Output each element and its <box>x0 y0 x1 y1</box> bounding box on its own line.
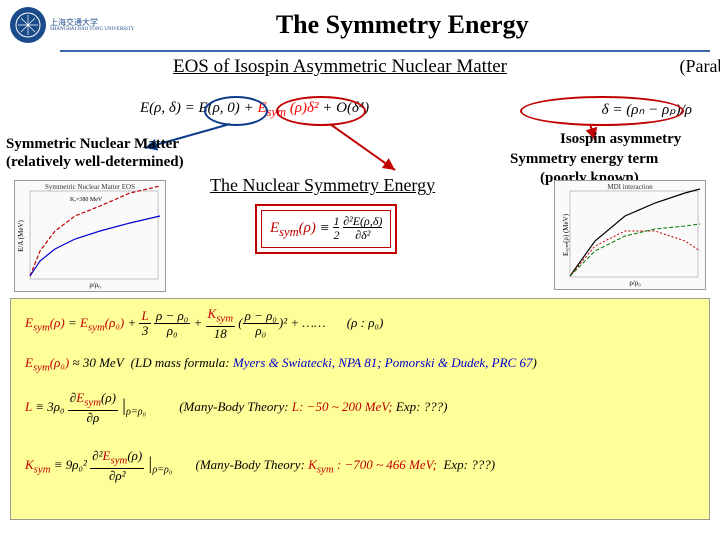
oval-symmetry-energy-term <box>276 96 366 126</box>
slide: 上海交通大学 SHANGHAI JIAO TONG UNIVERSITY The… <box>0 0 720 540</box>
page-title: The Symmetry Energy <box>134 10 720 40</box>
chart-right-svg: ρ/ρ₀ <box>555 181 705 289</box>
expansion-line-3: L ≡ 3ρ₀ ∂Esym(ρ)∂ρ |ρ=ρ₀ (Many-Body Theo… <box>25 391 448 425</box>
nuclear-symmetry-energy-title: The Nuclear Symmetry Energy <box>210 175 435 196</box>
sym-matter-l1: Symmetric Nuclear Matter <box>6 136 179 152</box>
chart-right-xlabel: ρ/ρ₀ <box>629 279 641 287</box>
header-underline <box>60 50 710 52</box>
chart-left-legend: Kₐ=380 MeV <box>70 197 103 203</box>
oval-symmetric-term <box>204 96 268 126</box>
chart-left-xlabel: ρ/ρ₀ <box>89 281 101 289</box>
esym-definition-box: Esym(ρ) ≡ 12 ∂²E(ρ,δ)∂δ² <box>255 204 397 254</box>
eq-lhs: E(ρ, δ) = <box>140 100 195 116</box>
eos-subtitle: EOS of Isospin Asymmetric Nuclear Matter… <box>40 56 640 78</box>
symmetric-eos-chart: Symmetric Nuclear Matter EOS E/A (MeV) ρ… <box>14 180 166 292</box>
iso-l1: Isospin asymmetry <box>560 131 681 147</box>
esym-rho-chart: MDI interaction Eₛᵧₘ(ρ) (MeV) ρ/ρ₀ <box>554 180 706 290</box>
sym-matter-l2: (relatively well-determined) <box>6 154 184 170</box>
expansion-line-2: Esym(ρ₀) ≈ 30 MeV (LD mass formula: Myer… <box>25 355 537 374</box>
expansion-line-4: Ksym ≡ 9ρ₀² ∂²Esym(ρ)∂ρ² |ρ=ρ₀ (Many-Bod… <box>25 449 495 483</box>
expansion-line-1: Esym(ρ) = Esym(ρ₀) + L3 ρ − ρ₀ρ₀ + Ksym1… <box>25 307 383 341</box>
logo-cn: 上海交通大学 <box>50 19 134 27</box>
eos-subtitle-text: EOS of Isospin Asymmetric Nuclear Matter <box>173 56 507 77</box>
chart-left-svg: ρ/ρ₀ Kₐ=380 MeV <box>15 181 165 291</box>
header: 上海交通大学 SHANGHAI JIAO TONG UNIVERSITY The… <box>0 0 720 50</box>
esym-definition-eq: Esym(ρ) ≡ 12 ∂²E(ρ,δ)∂δ² <box>261 210 391 248</box>
logo-en: SHANGHAI JIAO TONG UNIVERSITY <box>50 27 134 32</box>
oval-delta-def <box>520 96 684 126</box>
iso-l2: Symmetry energy term <box>510 151 658 167</box>
expansion-box: Esym(ρ) = Esym(ρ₀) + L3 ρ − ρ₀ρ₀ + Ksym1… <box>10 298 710 520</box>
symmetric-matter-label: Symmetric Nuclear Matter (relatively wel… <box>6 135 206 171</box>
logo-text: 上海交通大学 SHANGHAI JIAO TONG UNIVERSITY <box>50 19 134 32</box>
university-logo-icon <box>10 7 46 43</box>
logo-area: 上海交通大学 SHANGHAI JIAO TONG UNIVERSITY <box>10 7 134 43</box>
parabolic-law-label: (Parabolic law) <box>680 56 720 77</box>
